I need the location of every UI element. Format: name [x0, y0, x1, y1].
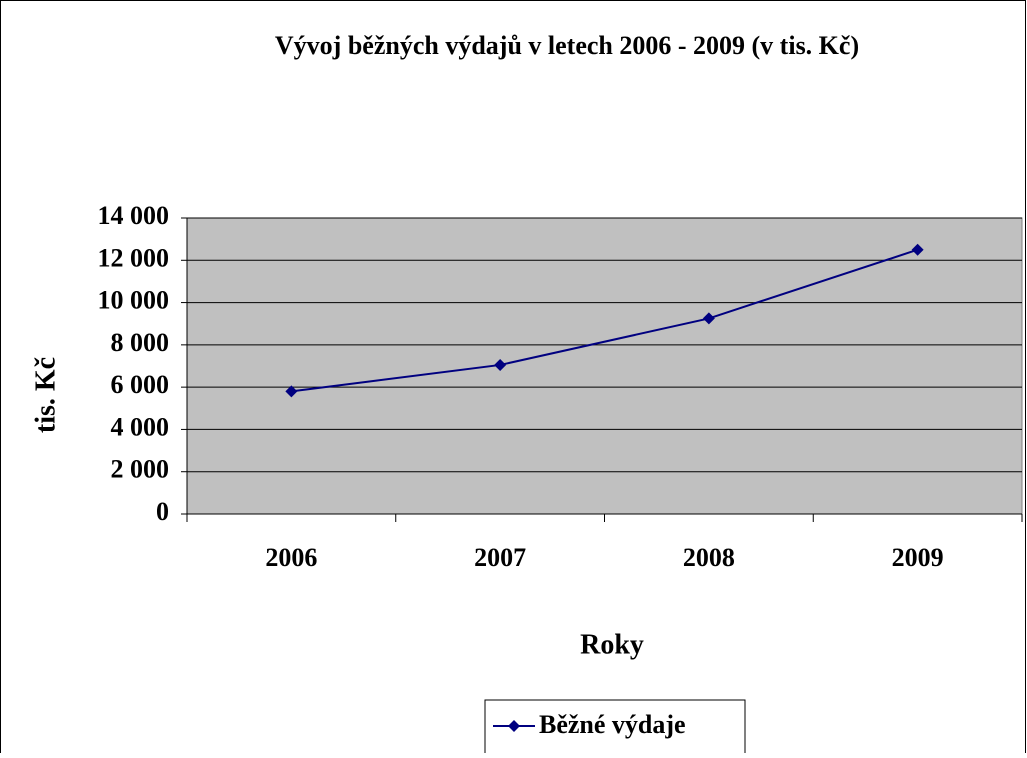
y-tick-label: 14 000	[98, 201, 170, 230]
y-tick-label: 8 000	[111, 328, 170, 357]
y-tick-label: 6 000	[111, 370, 170, 399]
y-tick-label: 2 000	[111, 455, 170, 484]
legend-label: Běžné výdaje	[539, 710, 686, 739]
y-tick-label: 4 000	[111, 412, 170, 441]
x-axis-title: Roky	[580, 629, 644, 660]
y-tick-label: 12 000	[98, 243, 170, 272]
x-tick-label: 2007	[474, 543, 526, 572]
legend-box	[484, 699, 746, 758]
y-tick-label: 0	[156, 497, 169, 526]
x-tick-label: 2008	[683, 543, 735, 572]
plot-area	[186, 217, 1023, 515]
legend-marker	[508, 720, 520, 732]
data-point	[494, 358, 507, 371]
data-point	[911, 243, 924, 256]
x-tick-label: 2006	[265, 543, 317, 572]
series-line	[291, 248, 918, 393]
data-point	[702, 312, 715, 325]
x-tick-label: 2009	[892, 543, 944, 572]
chart-title: Vývoj běžných výdajů v letech 2006 - 200…	[275, 31, 859, 60]
y-axis-title: tis. Kč	[30, 357, 61, 433]
data-point	[285, 385, 298, 398]
y-tick-label: 10 000	[98, 286, 170, 315]
